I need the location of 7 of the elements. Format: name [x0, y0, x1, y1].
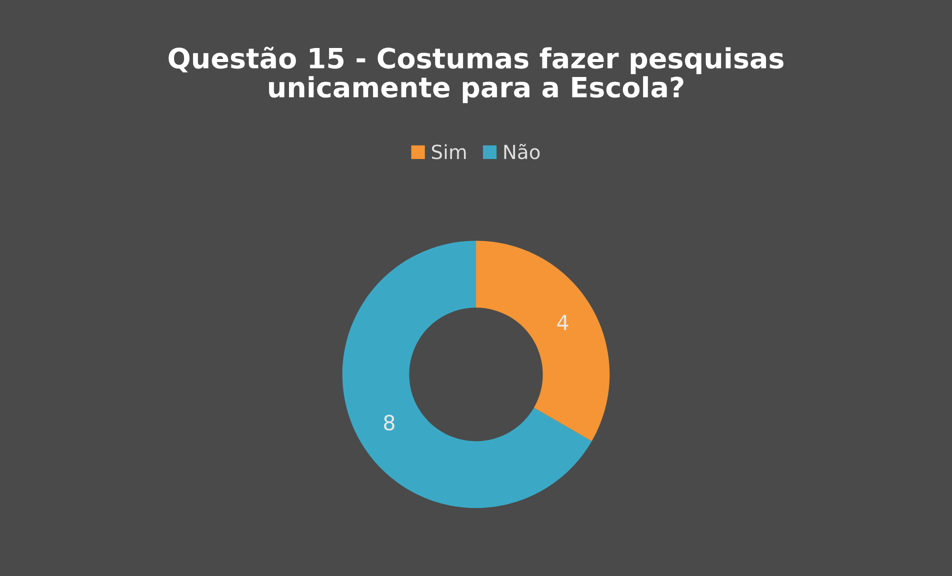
- legend-label: Sim: [432, 144, 466, 160]
- chart-title: Questão 15 - Costumas fazer pesquisas unicamente para a Escola?: [168, 46, 784, 104]
- donut-slice: [342, 240, 592, 508]
- legend-label: Não: [504, 144, 540, 160]
- data-label: 4: [557, 314, 568, 330]
- donut-slice: [476, 240, 610, 442]
- data-label: 8: [384, 414, 394, 431]
